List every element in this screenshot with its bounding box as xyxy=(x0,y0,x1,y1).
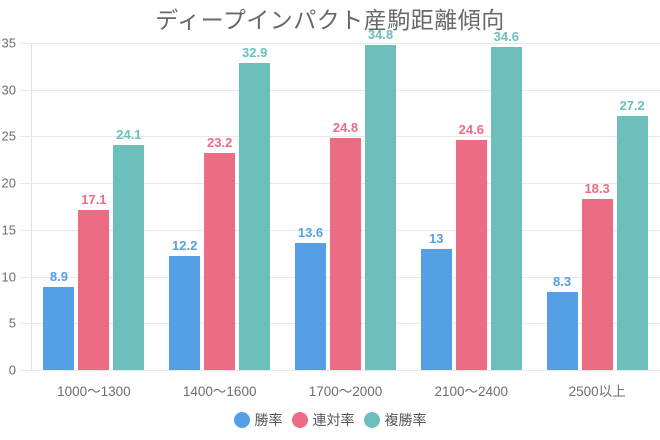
legend-item[interactable]: 勝率 xyxy=(233,410,283,430)
y-axis-tick-label: 35 xyxy=(1,35,16,51)
bar[interactable] xyxy=(43,286,75,370)
legend-label: 勝率 xyxy=(254,412,283,428)
y-axis-line xyxy=(31,43,32,370)
x-axis-category-label: 1700〜2000 xyxy=(308,384,383,399)
gridline xyxy=(20,89,660,91)
bar-value-label: 24.6 xyxy=(458,122,484,138)
y-axis-tick-label: 0 xyxy=(8,362,16,378)
bar[interactable] xyxy=(546,292,578,370)
bar[interactable] xyxy=(490,46,522,370)
gridline xyxy=(20,43,660,44)
bar[interactable] xyxy=(330,138,361,370)
bar-value-label: 18.3 xyxy=(584,181,610,197)
bar[interactable] xyxy=(169,256,201,370)
legend-label: 連対率 xyxy=(312,412,355,428)
bar[interactable] xyxy=(113,144,145,370)
gridline xyxy=(20,136,660,138)
bar-value-label: 13 xyxy=(429,230,444,246)
legend-circle-icon xyxy=(233,412,250,428)
legend-item[interactable]: 複勝率 xyxy=(363,410,427,430)
bar[interactable] xyxy=(420,248,452,370)
bar-value-label: 34.8 xyxy=(367,26,394,42)
x-axis-category-label: 1000〜1300 xyxy=(57,384,131,399)
plot-area: 0 5 10 15 20 25 30 35 8.9 12.2 13.6 13 8.3 17.1 23.2 24… xyxy=(2,27,660,399)
bar[interactable] xyxy=(204,153,236,370)
bar-value-label: 32.9 xyxy=(242,44,268,60)
bar-value-label: 34.6 xyxy=(493,28,519,44)
bar[interactable] xyxy=(295,242,326,370)
bar-value-label: 23.2 xyxy=(207,135,233,151)
bar-value-label: 17.1 xyxy=(81,192,107,208)
legend-item[interactable]: 連対率 xyxy=(291,410,355,430)
legend-circle-icon xyxy=(291,412,308,428)
legend-circle-icon xyxy=(363,412,380,428)
bar[interactable] xyxy=(616,115,648,370)
x-axis-category-label: 2100〜2400 xyxy=(434,384,509,399)
bar-value-label: 24.8 xyxy=(332,120,359,136)
gridline xyxy=(20,370,660,371)
x-axis-category-label: 1400〜1600 xyxy=(182,384,257,399)
x-axis-category-label: 2500以上 xyxy=(568,384,626,399)
y-axis-tick-label: 10 xyxy=(1,269,16,285)
y-axis-tick-label: 30 xyxy=(1,82,16,98)
legend: 勝率 連対率 複勝率 xyxy=(0,410,660,430)
bar[interactable] xyxy=(78,210,110,370)
bar-value-label: 27.2 xyxy=(619,97,645,113)
y-axis-tick-label: 20 xyxy=(1,175,16,191)
chart-title: ディープインパクト産駒距離傾向 xyxy=(155,7,505,33)
bar[interactable] xyxy=(239,62,271,370)
bar[interactable] xyxy=(365,44,396,370)
y-axis-tick-label: 15 xyxy=(1,222,16,238)
bar[interactable] xyxy=(455,140,487,370)
bar-value-label: 8.3 xyxy=(553,274,572,290)
bar-value-label: 12.2 xyxy=(172,238,198,254)
y-axis-tick-label: 5 xyxy=(8,315,16,331)
bar-value-label: 8.9 xyxy=(49,268,68,284)
bar[interactable] xyxy=(581,199,613,370)
legend-label: 複勝率 xyxy=(384,412,427,428)
y-axis-tick-label: 25 xyxy=(1,128,16,144)
bar-value-label: 13.6 xyxy=(297,224,324,240)
bar-value-label: 24.1 xyxy=(116,126,142,142)
